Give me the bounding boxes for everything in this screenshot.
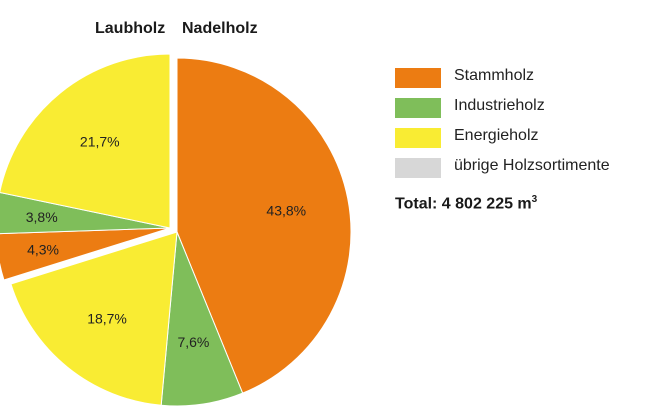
pie-slices <box>0 53 352 407</box>
total-text: Total: 4 802 225 m <box>395 195 532 213</box>
legend-label-industrieholz: Industrieholz <box>454 97 545 114</box>
laubholz-header: Laubholz <box>95 20 166 37</box>
total-unit-exponent: 3 <box>531 194 538 205</box>
pie-label-nadelholz-stammholz: 43,8% <box>266 203 306 219</box>
pie-labels: 43,8% 7,6% 18,7% 4,3% 3,8% 21,7% <box>26 134 306 351</box>
legend-swatch-energieholz <box>395 128 441 148</box>
pie-slice-laubholz-stammholz <box>0 227 171 281</box>
pie-label-nadelholz-energieholz: 18,7% <box>87 311 127 327</box>
pie-slice-nadelholz-stammholz <box>176 57 352 394</box>
nadelholz-header: Nadelholz <box>182 20 258 37</box>
legend-swatch-uebrige <box>395 158 441 178</box>
total-volume: Total: 4 802 225 m3 <box>395 194 537 213</box>
legend-label-uebrige: übrige Holzsortimente <box>454 157 610 174</box>
legend-label-energieholz: Energieholz <box>454 127 539 144</box>
pie-label-laubholz-energieholz: 21,7% <box>80 134 120 150</box>
pie-slice-nadelholz-energieholz <box>10 231 178 406</box>
pie-slice-laubholz-industrieholz <box>0 191 171 235</box>
pie-label-laubholz-industrieholz: 3,8% <box>26 209 58 225</box>
pie-slice-laubholz-energieholz <box>0 53 171 229</box>
legend-swatch-stammholz <box>395 68 441 88</box>
pie-label-laubholz-stammholz: 4,3% <box>27 242 59 258</box>
pie-label-nadelholz-industrieholz: 7,6% <box>177 334 209 350</box>
legend-label-stammholz: Stammholz <box>454 67 535 84</box>
legend-swatch-industrieholz <box>395 98 441 118</box>
